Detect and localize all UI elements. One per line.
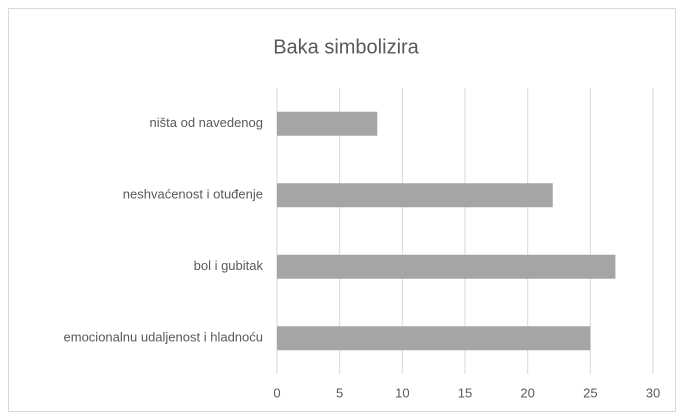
y-tick-label: emocionalnu udaljenost i hladnoću bbox=[64, 330, 263, 345]
y-tick-label: neshvaćenost i otuđenje bbox=[123, 187, 263, 202]
x-tick-label: 10 bbox=[395, 385, 409, 400]
bar bbox=[277, 326, 591, 351]
y-tick-label: bol i gubitak bbox=[194, 258, 264, 273]
chart-border bbox=[8, 8, 676, 412]
x-tick-label: 30 bbox=[646, 385, 660, 400]
y-tick-label: ništa od navedenog bbox=[150, 115, 263, 130]
chart-title: Baka simbolizira bbox=[273, 36, 419, 58]
x-tick-label: 5 bbox=[336, 385, 343, 400]
x-tick-label: 15 bbox=[458, 385, 472, 400]
bar bbox=[277, 183, 553, 208]
bar bbox=[277, 111, 378, 136]
bar bbox=[277, 254, 616, 279]
x-tick-label: 0 bbox=[273, 385, 280, 400]
x-tick-label: 25 bbox=[583, 385, 597, 400]
x-tick-label: 20 bbox=[520, 385, 534, 400]
